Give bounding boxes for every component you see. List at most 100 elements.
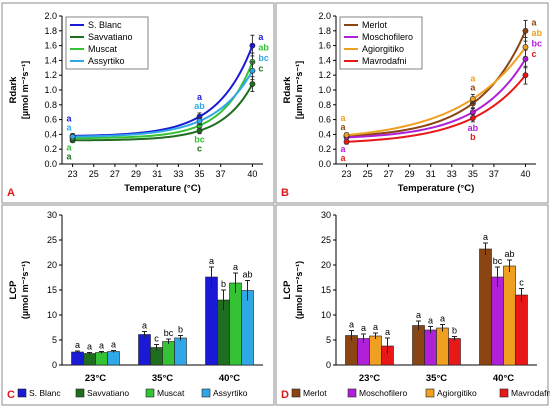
significance-letter: a (373, 322, 378, 332)
y-tick-label: 0.2 (44, 144, 57, 154)
significance-letter: a (340, 113, 346, 123)
series-line-savvatiano (72, 83, 254, 142)
y-tick-label: 1.8 (44, 26, 57, 36)
significance-letter: a (416, 310, 421, 320)
significance-letter: a (66, 123, 72, 133)
data-point (522, 72, 529, 79)
x-tick-label: 25 (89, 169, 99, 179)
x-tick-label: 40 (520, 169, 530, 179)
y-tick-label: 30 (47, 210, 57, 220)
bar-mavrodafni (515, 294, 528, 366)
significance-letter: a (258, 32, 264, 42)
legend-swatch (425, 388, 435, 398)
x-tick-label: 33 (447, 169, 457, 179)
x-axis-label: Temperature (°C) (124, 183, 200, 194)
series-line-mavrodafni (346, 74, 527, 143)
y-tick-label: 10 (321, 310, 331, 320)
bar-mavrodafni (448, 338, 461, 366)
significance-letter: a (361, 323, 366, 333)
x-tick-label: 29 (131, 169, 141, 179)
significance-letter: a (470, 82, 476, 92)
data-point (343, 138, 350, 145)
significance-letter: c (154, 334, 159, 344)
legend-entry: Merlot (362, 20, 388, 30)
y-tick-label: 0.0 (318, 159, 331, 169)
x-tick-label: 23 (342, 169, 352, 179)
significance-letter: c (531, 49, 536, 59)
significance-letter: c (197, 144, 202, 154)
significance-letter: b (470, 132, 476, 142)
bar-s-blanc (138, 334, 151, 366)
x-tick-label: 35 (195, 169, 205, 179)
significance-letter: c (519, 278, 524, 288)
significance-letter: ab (258, 43, 269, 53)
legend-entry: Moschofilero (359, 388, 407, 398)
y-tick-label: 5 (326, 335, 331, 345)
bar-assyrtiko (107, 351, 120, 366)
data-point (522, 44, 529, 50)
y-tick-label: 2.0 (44, 11, 57, 21)
significance-letter: a (340, 122, 346, 132)
series-line-agiorgitiko (346, 46, 527, 137)
x-tick-label: 37 (489, 169, 499, 179)
y-axis-label: LCP (282, 280, 293, 300)
significance-letter: a (531, 17, 537, 27)
x-category-label: 40°C (493, 373, 514, 384)
y-tick-label: 0.4 (318, 129, 331, 139)
y-tick-label: 1.2 (318, 70, 331, 80)
significance-letter: a (142, 321, 147, 331)
y-tick-label: 0.4 (44, 129, 57, 139)
significance-letter: b (221, 279, 226, 289)
bar-s-blanc (205, 276, 218, 366)
y-tick-label: 1.8 (318, 26, 331, 36)
data-point (249, 67, 256, 74)
x-tick-label: 29 (405, 169, 415, 179)
y-tick-label: 15 (47, 285, 57, 295)
panel-letter: C (7, 389, 15, 401)
legend-entry: Assyrtiko (213, 388, 248, 398)
panel-letter: B (281, 187, 289, 199)
significance-letter: a (340, 144, 346, 154)
panel-letter: A (7, 187, 15, 199)
x-category-label: 35°C (152, 373, 173, 384)
y-tick-label: 1.2 (44, 70, 57, 80)
significance-letter: a (197, 92, 203, 102)
significance-letter: a (440, 314, 445, 324)
significance-letter: bc (258, 53, 269, 63)
y-tick-label: 2.0 (318, 11, 331, 21)
legend-entry: Savvatiano (88, 32, 133, 42)
significance-letter: a (209, 256, 214, 266)
legend-entry: Merlot (303, 388, 327, 398)
legend-entry: Agiorgitiko (437, 388, 477, 398)
significance-letter: a (349, 320, 354, 330)
y-tick-label: 1.4 (318, 55, 331, 65)
x-tick-label: 35 (468, 169, 478, 179)
significance-letter: a (340, 153, 346, 163)
x-category-label: 35°C (426, 373, 447, 384)
y-tick-label: 0.2 (318, 144, 331, 154)
significance-letter: bc (493, 256, 503, 266)
bar-muscat (229, 282, 242, 366)
significance-letter: b (178, 325, 183, 335)
significance-letter: bc (531, 38, 542, 48)
y-tick-label: 1.6 (44, 41, 57, 51)
x-tick-label: 37 (216, 169, 226, 179)
significance-letter: a (428, 316, 433, 326)
significance-letter: ab (242, 270, 252, 280)
bar-savvatiano (83, 353, 96, 366)
significance-letter: ab (194, 101, 205, 111)
panel-letter: D (281, 389, 289, 401)
data-point (249, 42, 256, 49)
significance-letter: a (66, 143, 72, 153)
y-tick-label: 15 (321, 285, 331, 295)
significance-letter: bc (194, 135, 205, 145)
significance-letter: ab (531, 28, 542, 38)
significance-letter: a (66, 152, 72, 162)
series-line-assyrtiko (72, 70, 254, 138)
legend-entry: Muscat (157, 388, 185, 398)
significance-letter: ab (504, 249, 514, 259)
y-axis-unit-label: [µmol m⁻²s⁻¹] (20, 61, 30, 119)
panel-B: 0.0 0.2 0.4 0.6 0.8 1.0 1.2 1.4 1.6 1.8 2.0 Rdark [µ… (275, 2, 549, 204)
